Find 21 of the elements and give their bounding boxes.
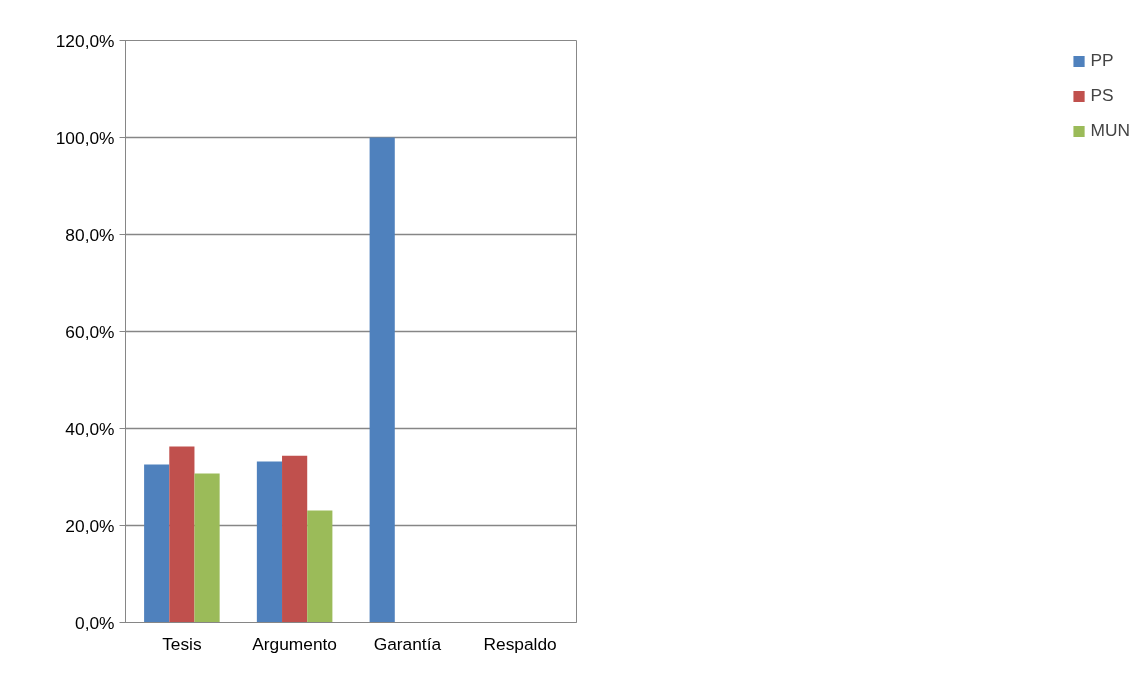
y-tick-label: 20,0%: [65, 515, 115, 536]
bar: [307, 510, 333, 623]
bar: [144, 464, 170, 623]
y-tick-label: 120,0%: [55, 30, 115, 51]
x-tick-label: Tesis: [162, 633, 202, 654]
y-tick-label: 0,0%: [75, 612, 115, 633]
bar: [194, 473, 220, 623]
bar: [256, 461, 283, 623]
y-tick-label: 100,0%: [55, 127, 115, 148]
y-tick-label: 60,0%: [65, 321, 115, 342]
y-tick-label: 40,0%: [65, 418, 115, 439]
x-tick-label: Respaldo: [483, 633, 557, 654]
y-tick-label: 80,0%: [65, 224, 115, 245]
x-tick-label: Garantía: [373, 633, 442, 654]
x-tick-label: Argumento: [252, 633, 338, 654]
bar: [369, 137, 395, 623]
bar: [282, 455, 308, 623]
legend-label: PS: [1090, 85, 1114, 106]
bar: [169, 446, 195, 623]
legend-label: MUN: [1090, 120, 1130, 141]
legend-label: PP: [1090, 50, 1114, 71]
